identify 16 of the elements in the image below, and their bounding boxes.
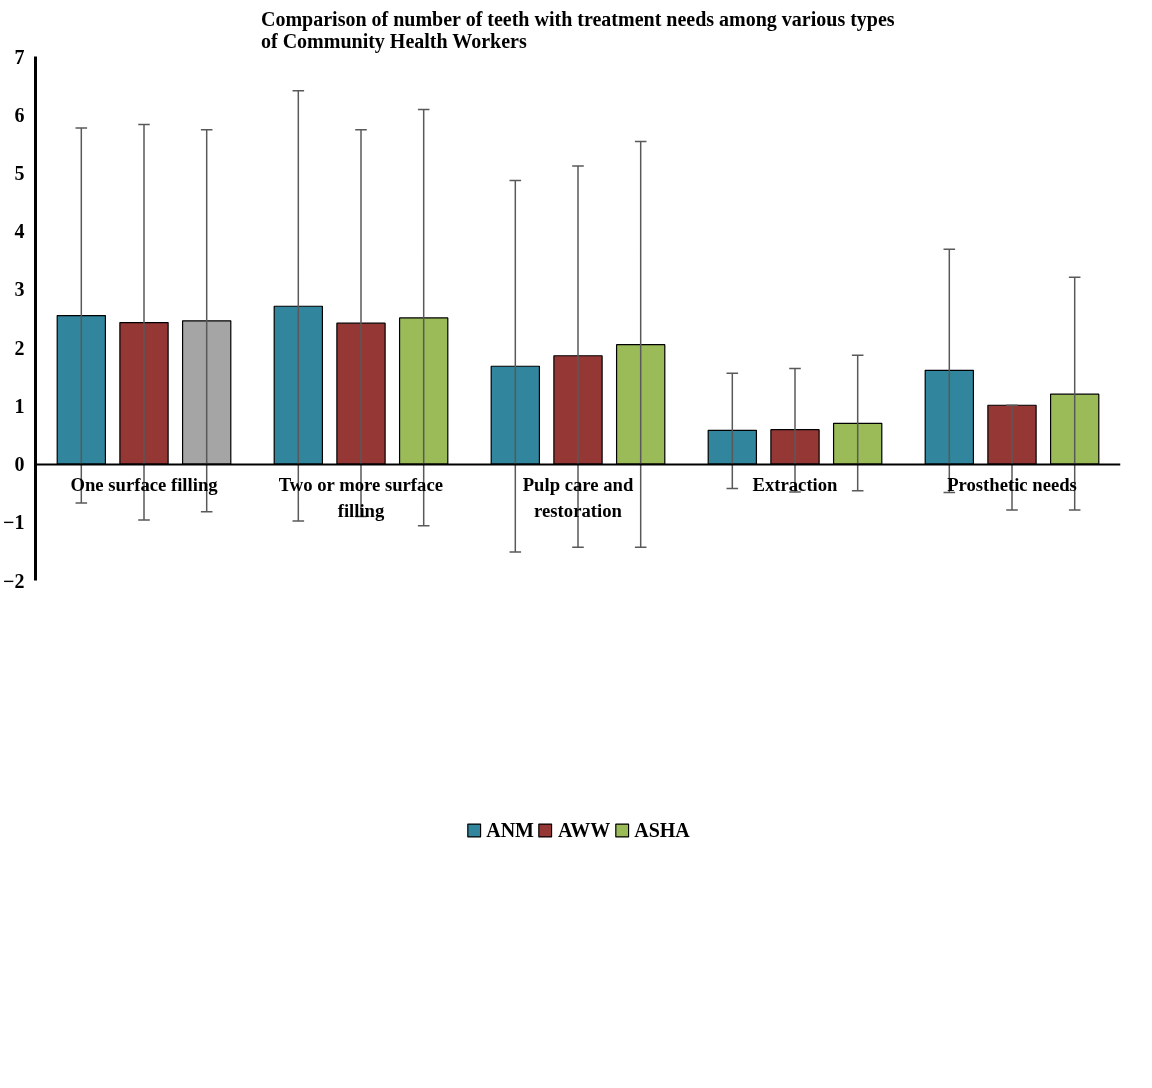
y-tick-label: −2 [3, 569, 25, 592]
legend-label: ASHA [634, 818, 690, 842]
legend-label: ANM [486, 818, 534, 842]
legend-label: AWW [557, 818, 611, 842]
x-tick-label: Pulp care and restoration [522, 474, 634, 522]
y-tick-label: 6 [14, 103, 25, 126]
y-tick-label: 7 [14, 45, 25, 68]
y-tick-label: 2 [14, 336, 25, 359]
y-tick-label: 5 [14, 161, 25, 184]
y-tick-label: 4 [14, 220, 25, 243]
x-tick-label: Extraction [752, 474, 839, 496]
y-tick-label: 0 [14, 453, 25, 476]
y-tick-label: 3 [14, 278, 25, 301]
y-tick-label: −1 [3, 511, 25, 534]
chart-title: Comparison of number of teeth with treatment needs among various types of Community Health Workers [260, 7, 895, 53]
y-tick-label: 1 [14, 394, 25, 417]
